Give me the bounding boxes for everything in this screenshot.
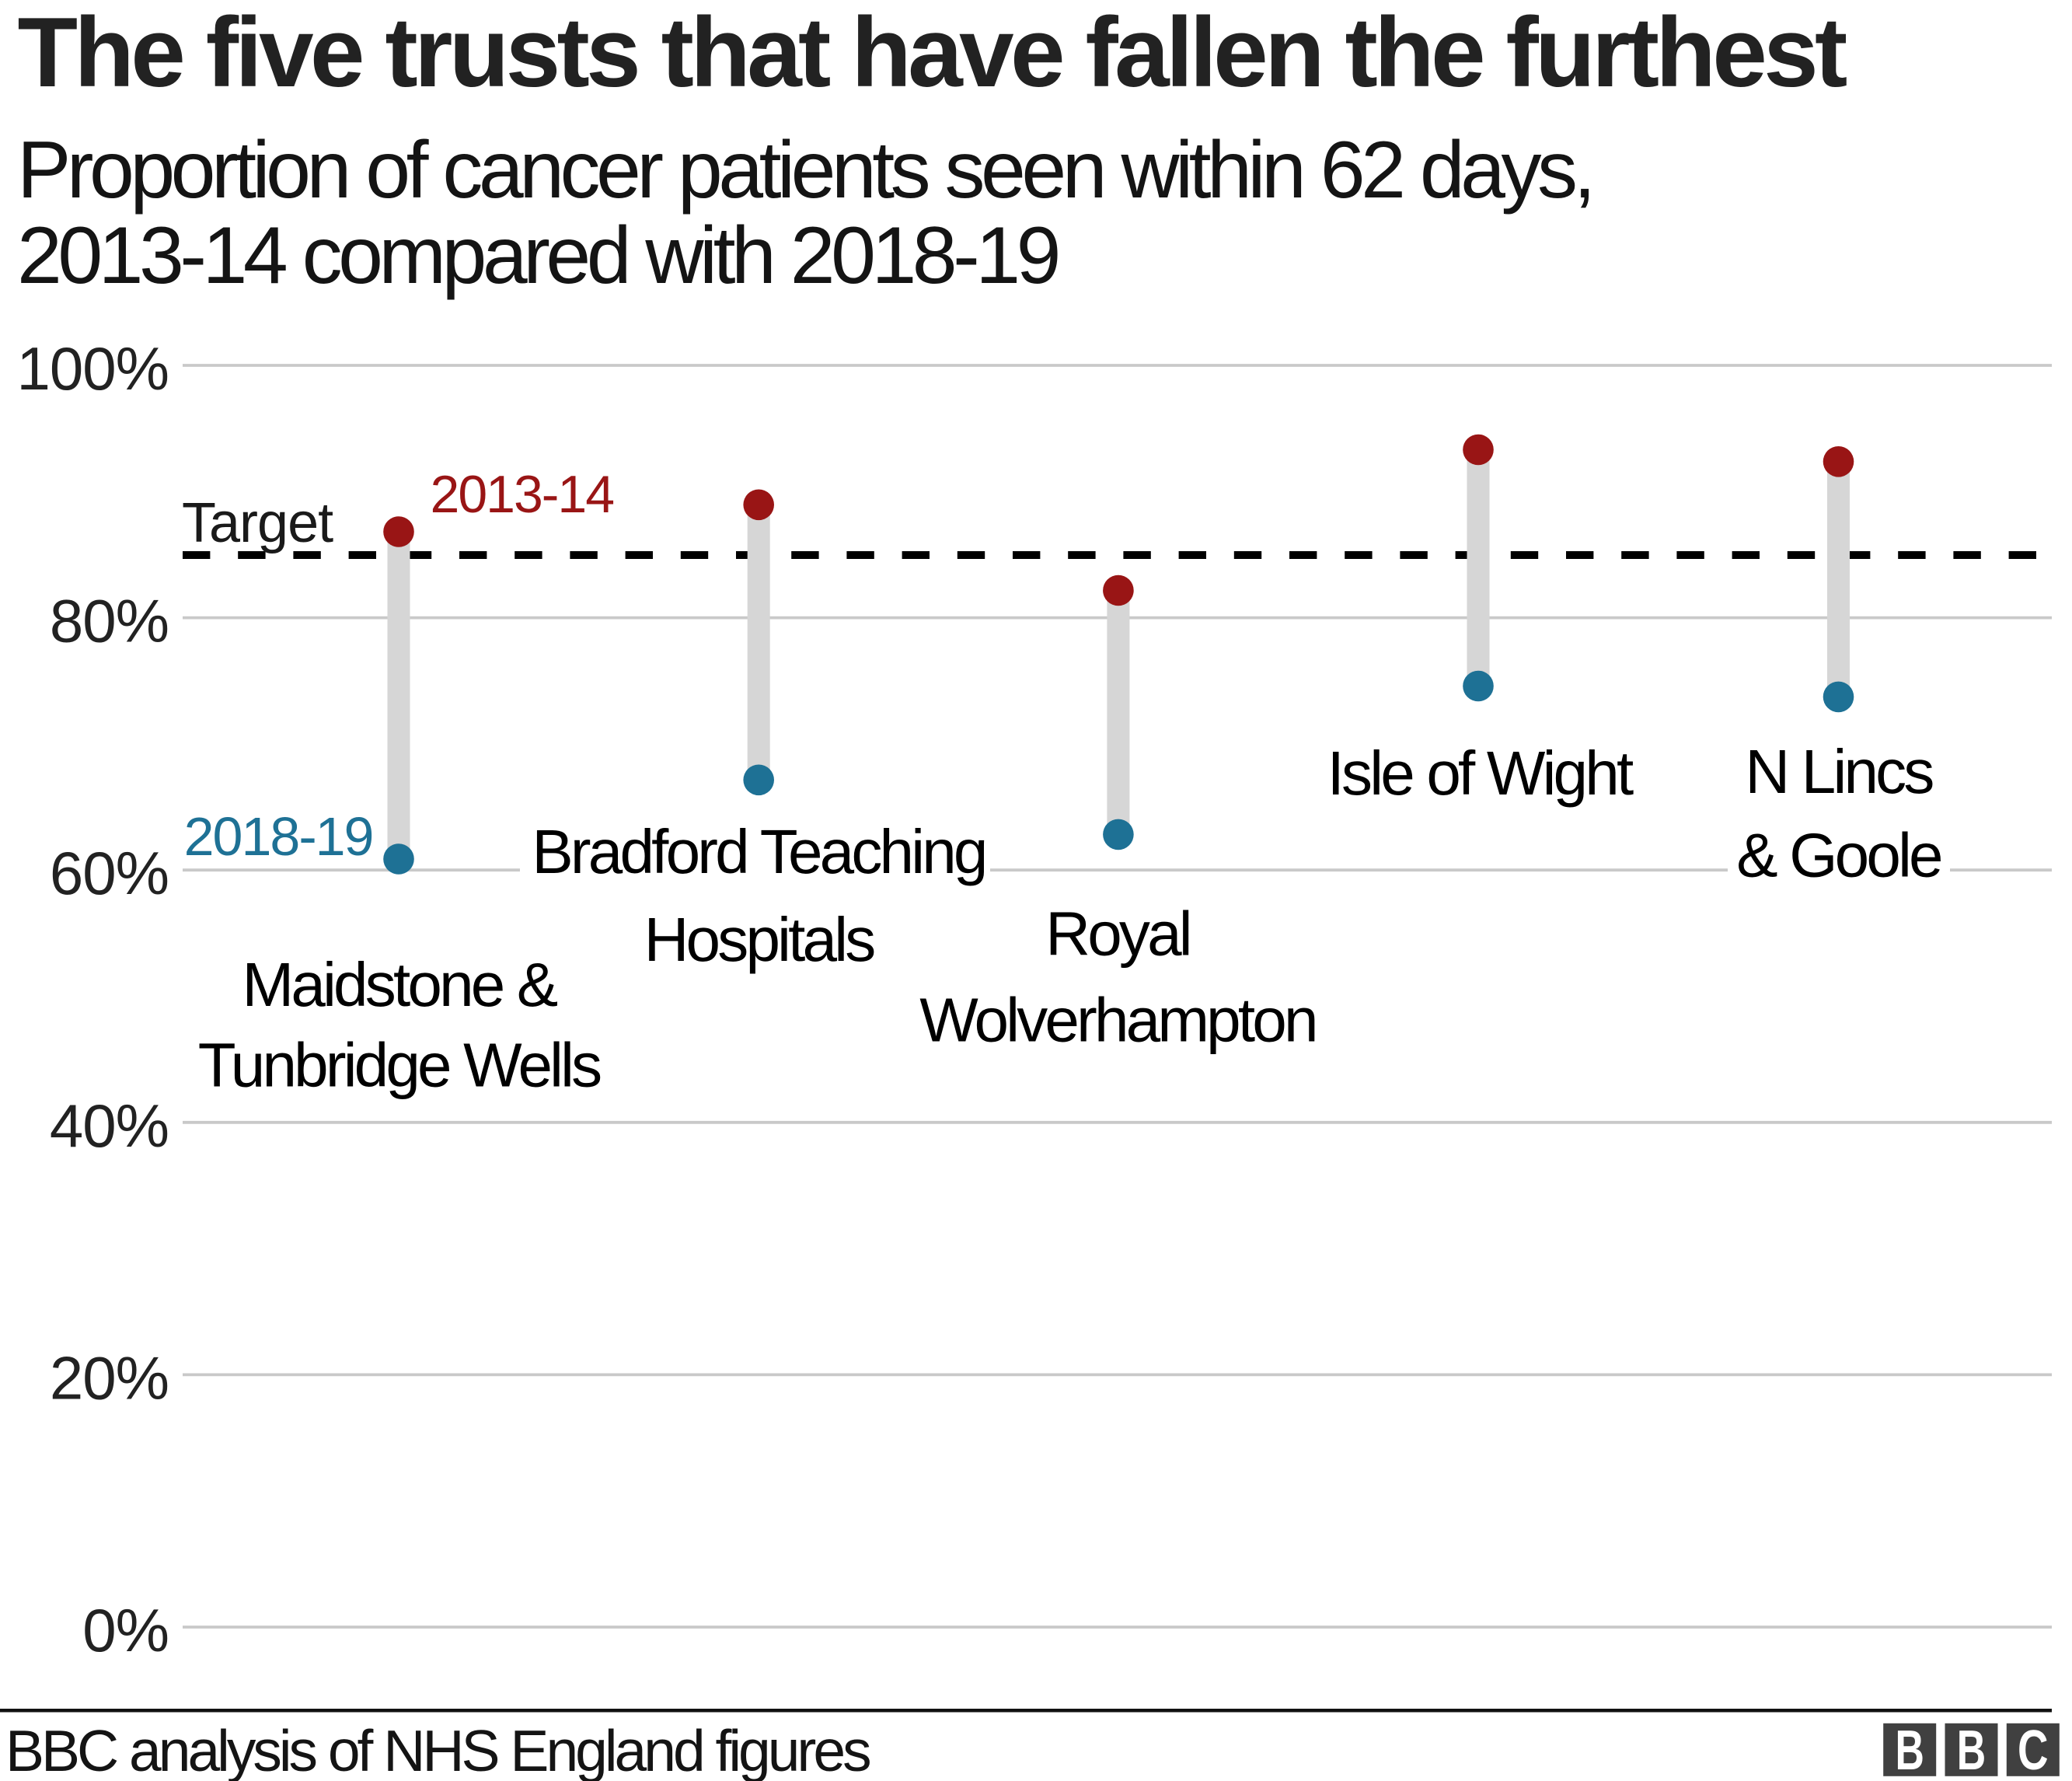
svg-text:2013-14 compared with 2018-19: 2013-14 compared with 2018-19 <box>17 211 1058 301</box>
svg-text:Royal: Royal <box>1045 899 1190 969</box>
svg-text:& Goole: & Goole <box>1736 821 1941 890</box>
svg-text:Bradford Teaching: Bradford Teaching <box>532 817 985 886</box>
svg-text:80%: 80% <box>50 587 169 655</box>
svg-text:Target: Target <box>182 492 333 554</box>
svg-text:C: C <box>2018 1719 2049 1781</box>
svg-text:N Lincs: N Lincs <box>1745 737 1933 806</box>
svg-text:0%: 0% <box>82 1596 169 1664</box>
svg-text:2013-14: 2013-14 <box>431 465 614 524</box>
svg-text:2018-19: 2018-19 <box>184 806 373 867</box>
svg-text:Hospitals: Hospitals <box>644 905 875 974</box>
svg-text:20%: 20% <box>50 1343 169 1412</box>
svg-text:Maidstone &: Maidstone & <box>242 950 558 1019</box>
svg-text:100%: 100% <box>17 334 169 403</box>
svg-text:B: B <box>1895 1720 1924 1781</box>
svg-text:60%: 60% <box>50 839 169 907</box>
svg-text:40%: 40% <box>50 1091 169 1160</box>
svg-text:Wolverhampton: Wolverhampton <box>919 985 1315 1054</box>
svg-text:B: B <box>1957 1720 1986 1781</box>
svg-text:Tunbridge Wells: Tunbridge Wells <box>198 1031 601 1100</box>
svg-text:Proportion of cancer patients: Proportion of cancer patients seen withi… <box>17 125 1592 215</box>
svg-text:Isle of Wight: Isle of Wight <box>1327 739 1634 808</box>
svg-text:BBC analysis of NHS England fi: BBC analysis of NHS England figures <box>5 1718 870 1781</box>
svg-text:The five trusts that have fall: The five trusts that have fallen the fur… <box>18 0 1847 107</box>
